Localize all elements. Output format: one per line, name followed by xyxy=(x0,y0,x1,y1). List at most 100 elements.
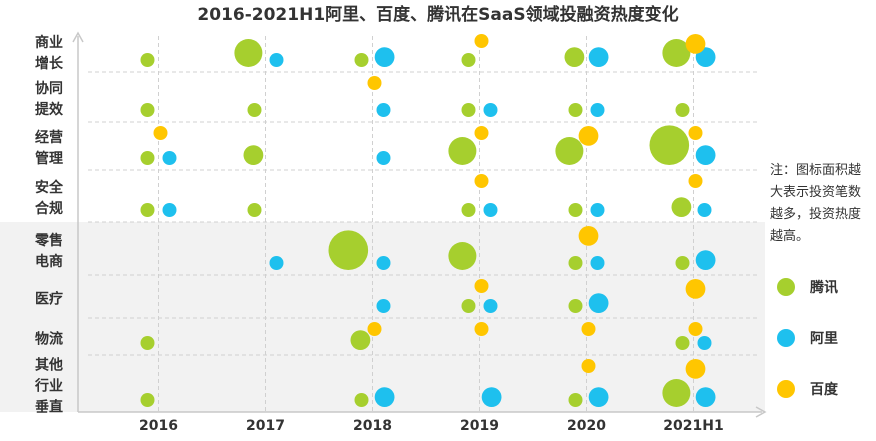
bubble xyxy=(564,47,585,67)
legend-label: 百度 xyxy=(810,381,839,398)
bubble xyxy=(461,103,476,117)
bubble xyxy=(328,230,369,270)
y-tick-label: 安全合规 xyxy=(35,180,63,217)
bubble xyxy=(354,393,369,407)
x-tick-label: 2019 xyxy=(460,418,499,434)
bubble xyxy=(483,103,498,117)
bubble xyxy=(578,125,599,146)
bubble xyxy=(662,379,691,407)
x-tick-label: 2016 xyxy=(139,418,178,434)
bubble xyxy=(374,387,395,407)
legend-label: 腾讯 xyxy=(810,279,838,296)
bubble xyxy=(588,293,609,313)
bubble xyxy=(140,393,155,407)
bubble xyxy=(481,387,502,407)
bubble xyxy=(662,39,691,67)
legend-swatch xyxy=(777,278,795,296)
x-tick-label: 2021H1 xyxy=(663,418,723,434)
y-axis-arrow xyxy=(72,31,84,43)
bubble xyxy=(688,174,703,188)
bubble xyxy=(350,330,371,350)
bubble xyxy=(461,53,476,67)
x-tick-label: 2020 xyxy=(567,418,606,434)
bubble xyxy=(555,137,584,165)
bubble xyxy=(234,39,263,67)
bubble xyxy=(688,126,703,140)
bubble xyxy=(588,47,609,67)
bubble xyxy=(697,336,712,350)
y-tick-label: 商业增长 xyxy=(35,35,63,72)
bubble xyxy=(675,336,690,350)
bubble xyxy=(688,322,703,336)
bubble xyxy=(697,203,712,217)
bubble xyxy=(568,299,583,313)
bubble xyxy=(568,393,583,407)
bubble xyxy=(685,34,706,54)
y-tick-label: 物流 xyxy=(35,331,63,347)
bubble xyxy=(461,299,476,313)
bubble xyxy=(568,103,583,117)
bubble xyxy=(162,151,177,165)
bubble xyxy=(474,126,489,140)
bubble xyxy=(461,203,476,217)
y-tick-label: 协同提效 xyxy=(35,81,63,118)
bubble xyxy=(483,203,498,217)
bubble xyxy=(269,53,284,67)
bubble xyxy=(376,256,391,270)
bubble xyxy=(140,103,155,117)
y-tick-label: 医疗 xyxy=(35,291,63,307)
y-tick-label: 零售电商 xyxy=(35,232,63,270)
bubble xyxy=(162,203,177,217)
bubble xyxy=(448,242,477,270)
bubble xyxy=(140,203,155,217)
bubble xyxy=(140,336,155,350)
bubble xyxy=(474,174,489,188)
bubble xyxy=(153,126,168,140)
bubble xyxy=(649,125,690,165)
bubble xyxy=(581,359,596,373)
y-tick-label: 经营管理 xyxy=(35,130,63,167)
bubble xyxy=(590,103,605,117)
bubble xyxy=(695,145,716,166)
bubble xyxy=(354,53,369,67)
bubble xyxy=(695,387,716,407)
bubble xyxy=(474,322,489,336)
legend-swatch xyxy=(777,380,795,398)
x-tick-label: 2018 xyxy=(353,418,392,434)
bubble xyxy=(588,387,609,407)
bubble xyxy=(376,299,391,313)
bubble xyxy=(474,279,489,293)
bubble xyxy=(376,103,391,117)
x-tick-label: 2017 xyxy=(246,418,285,434)
x-axis-arrow xyxy=(755,406,767,418)
bubble xyxy=(247,103,262,117)
bubble xyxy=(448,137,477,165)
bubble xyxy=(269,256,284,270)
bubble xyxy=(376,151,391,165)
legend-label: 阿里 xyxy=(810,331,838,347)
bubble xyxy=(243,145,264,166)
bubble xyxy=(671,197,692,218)
bubble xyxy=(590,256,605,270)
bubble xyxy=(568,203,583,217)
bubble xyxy=(474,34,489,48)
bubble xyxy=(367,76,382,90)
annotation: 注：图标面积越大表示投资笔数越多，投资热度越高。 xyxy=(770,163,862,244)
y-tick-label: 其他行业垂直 xyxy=(35,357,63,415)
chart-title: 2016-2021H1阿里、百度、腾讯在SaaS领域投融资热度变化 xyxy=(197,4,678,25)
bubble xyxy=(140,151,155,165)
bubble xyxy=(675,103,690,117)
bubble xyxy=(247,203,262,217)
bubble xyxy=(685,279,706,299)
bubble xyxy=(695,250,716,270)
bubble xyxy=(140,53,155,67)
highlight-band xyxy=(0,222,765,412)
bubble xyxy=(483,299,498,313)
bubble xyxy=(675,256,690,270)
bubble xyxy=(590,203,605,217)
bubble xyxy=(568,256,583,270)
bubble xyxy=(367,322,382,336)
bubble xyxy=(685,359,706,379)
